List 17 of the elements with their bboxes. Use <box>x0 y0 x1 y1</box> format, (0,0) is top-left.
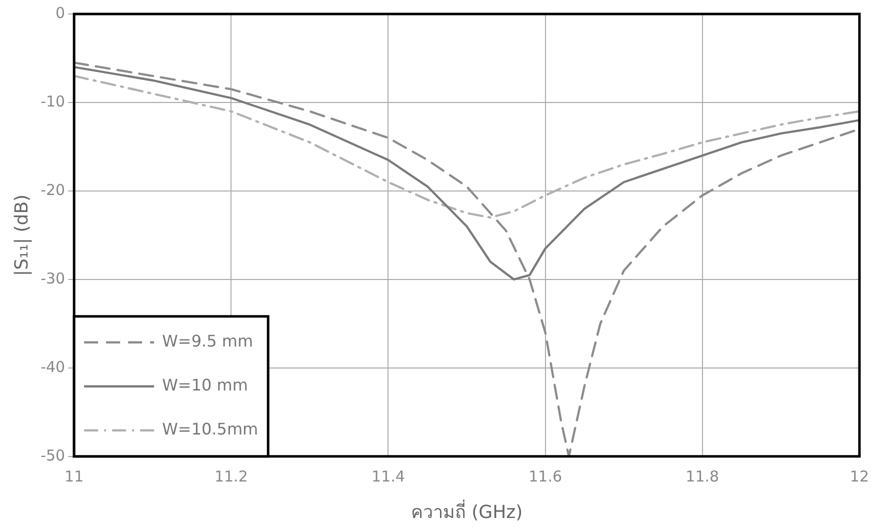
y-tick-label: -20 <box>40 180 66 199</box>
legend-label: W=10 mm <box>162 376 248 395</box>
x-tick-label: 12 <box>850 467 870 486</box>
legend-label: W=9.5 mm <box>162 332 254 351</box>
y-tick-label: -50 <box>40 446 66 464</box>
legend-label: W=10.5mm <box>162 420 258 439</box>
x-tick-label: 11.2 <box>214 467 248 486</box>
x-axis-title: ความถี่ (GHz) <box>410 498 523 523</box>
y-axis-title: |S₁₁| (dB) <box>11 194 32 276</box>
y-tick-label: -40 <box>40 358 66 376</box>
x-tick-label: 11.4 <box>372 467 405 486</box>
y-tick-label: -30 <box>40 269 66 288</box>
x-tick-label: 11.8 <box>686 467 720 486</box>
x-tick-label: 11.6 <box>528 467 562 486</box>
y-tick-label: 0 <box>56 4 66 22</box>
y-tick-label: -10 <box>40 92 66 110</box>
x-tick-label: 11 <box>64 467 84 486</box>
